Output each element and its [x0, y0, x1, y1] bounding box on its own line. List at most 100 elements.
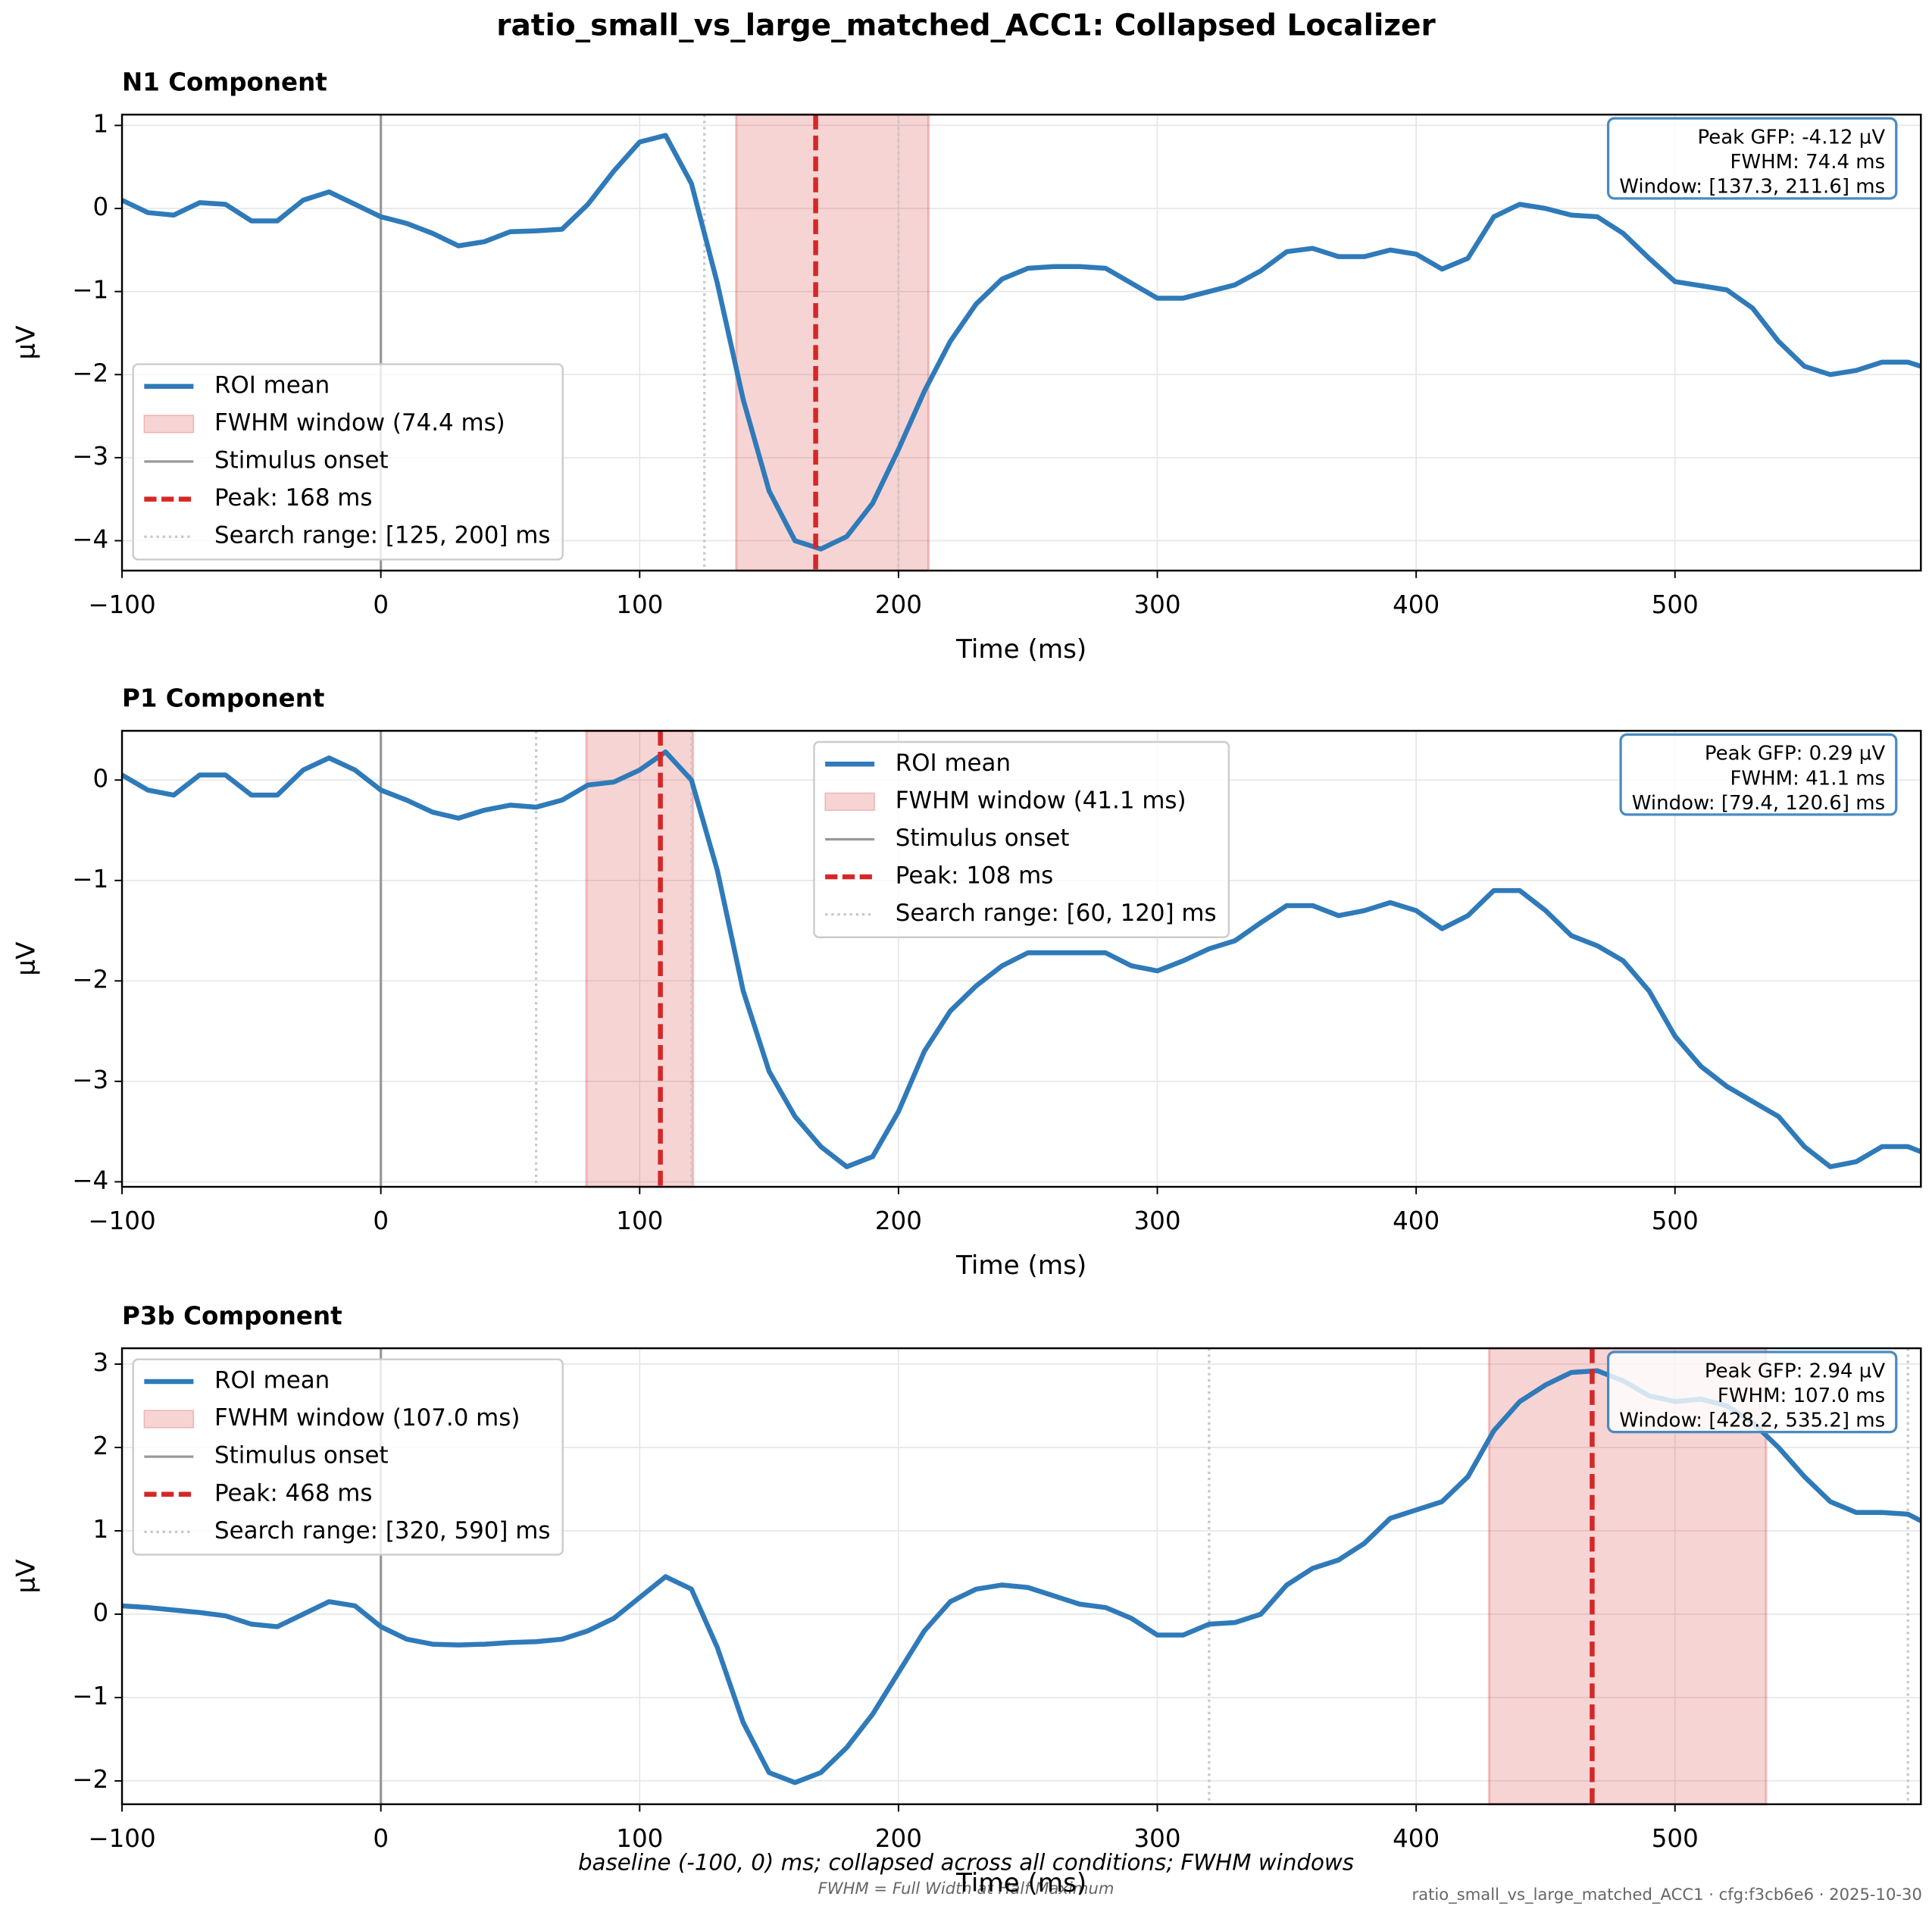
axes-frame: [120, 114, 1922, 572]
annotation-line: Peak GFP: 2.94 µV: [1705, 1360, 1886, 1382]
y-tick-label: 2: [92, 1432, 108, 1460]
y-tick-label: −4: [72, 1166, 108, 1194]
legend-box: [813, 740, 1230, 938]
legend-box: [132, 363, 564, 561]
x-tick-label: 200: [875, 1824, 922, 1853]
x-tick-label: 500: [1652, 1206, 1699, 1235]
x-tick-label: −100: [88, 590, 155, 619]
x-tick-label: 400: [1393, 1206, 1440, 1235]
legend-label: Search range: [320, 590] ms: [214, 1517, 550, 1544]
y-tick-label: 0: [92, 192, 108, 221]
axes-frame: [120, 730, 1922, 1188]
x-tick-label: 200: [875, 1206, 922, 1235]
legend: ROI mean FWHM window (74.4 ms) Stimulus on…: [132, 363, 564, 561]
annotation-line: Window: [79.4, 120.6] ms: [1632, 792, 1885, 815]
y-axis-label: μV: [11, 325, 41, 360]
fwhm-window: [585, 729, 695, 1188]
legend-label: Peak: 468 ms: [214, 1479, 372, 1507]
legend-label: ROI mean: [896, 750, 1011, 777]
legend: ROI mean FWHM window (41.1 ms) Stimulus on…: [813, 740, 1230, 938]
stamp: ratio_small_vs_large_matched_ACC1 · cfg:…: [1411, 1885, 1921, 1904]
annotation-line: Peak GFP: 0.29 µV: [1705, 743, 1886, 765]
annotation: Peak GFP: 2.94 µV FWHM: 107.0 ms Window: […: [1606, 1350, 1898, 1434]
legend-swatch: [143, 415, 195, 433]
y-tick-label: 0: [92, 1598, 108, 1627]
y-tick-label: −2: [72, 965, 108, 994]
y-tick-label: −1: [72, 276, 108, 305]
legend-label: FWHM window (41.1 ms): [896, 787, 1186, 814]
x-tick-label: 400: [1393, 1824, 1440, 1853]
legend-label: FWHM window (74.4 ms): [214, 409, 505, 437]
x-tick-label: 400: [1393, 590, 1440, 619]
legend-label: Stimulus onset: [214, 447, 389, 474]
y-tick-label: −1: [72, 865, 108, 893]
x-axis-label: Time (ms): [955, 1868, 1086, 1898]
x-tick-label: −100: [88, 1206, 155, 1235]
legend-label: Stimulus onset: [896, 825, 1070, 852]
annotation-line: FWHM: 107.0 ms: [1718, 1385, 1885, 1407]
x-tick-label: 100: [616, 1824, 663, 1853]
x-tick-label: −100: [88, 1824, 155, 1853]
panel-title: P1 Component: [122, 684, 324, 713]
y-tick-label: 1: [92, 109, 108, 138]
legend-label: Stimulus onset: [214, 1442, 389, 1469]
panel: N1 Component −100 0 100 200 300 400 500 −4 −3 −2 −1…: [11, 68, 1922, 665]
x-tick-label: 0: [373, 1824, 389, 1853]
legend-label: ROI mean: [214, 371, 330, 399]
y-tick-label: −3: [72, 442, 108, 471]
annotation-line: Window: [137.3, 211.6] ms: [1619, 176, 1885, 199]
series-line: [120, 749, 1922, 1169]
note: FWHM = Full Width at Half Maximum: [818, 1879, 1114, 1898]
x-tick-label: 300: [1133, 590, 1180, 619]
x-tick-label: 500: [1652, 1824, 1699, 1853]
series-line: [120, 133, 1922, 552]
x-tick-label: 0: [373, 1206, 389, 1235]
annotation-line: Window: [428.2, 535.2] ms: [1619, 1410, 1885, 1432]
y-tick-label: −2: [72, 358, 108, 387]
annotation-box: [1606, 117, 1898, 200]
legend-label: Search range: [60, 120] ms: [896, 900, 1217, 927]
y-tick-label: −2: [72, 1765, 108, 1794]
y-axis-label: μV: [11, 941, 41, 976]
x-tick-label: 500: [1652, 590, 1699, 619]
x-tick-label: 300: [1133, 1206, 1180, 1235]
y-tick-label: 1: [92, 1515, 108, 1544]
figure-title: ratio_small_vs_large_matched_ACC1: Colla…: [496, 8, 1436, 42]
y-tick-label: 3: [92, 1348, 108, 1377]
x-axis-label: Time (ms): [955, 1250, 1086, 1281]
legend-label: Peak: 108 ms: [896, 862, 1053, 890]
legend-label: Search range: [125, 200] ms: [214, 522, 550, 549]
y-tick-label: −4: [72, 524, 108, 553]
x-axis-label: Time (ms): [955, 634, 1086, 665]
annotation-box: [1619, 733, 1898, 816]
y-axis-label: μV: [11, 1559, 41, 1594]
y-tick-label: 0: [92, 764, 108, 793]
legend-box: [132, 1358, 564, 1556]
legend-swatch: [143, 1410, 195, 1429]
panel: P1 Component −100 0 100 200 300 400 500 −4 −3 −2 −1…: [11, 684, 1922, 1281]
legend-label: ROI mean: [214, 1366, 330, 1394]
legend-swatch: [824, 792, 875, 812]
annotation-line: FWHM: 41.1 ms: [1730, 767, 1885, 790]
x-tick-label: 200: [875, 590, 922, 619]
axes-frame: [120, 1347, 1922, 1805]
y-tick-label: −3: [72, 1066, 108, 1094]
x-tick-label: 100: [616, 590, 663, 619]
annotation-line: Peak GFP: -4.12 µV: [1697, 127, 1885, 149]
annotation-line: FWHM: 74.4 ms: [1730, 151, 1885, 174]
y-tick-label: −1: [72, 1682, 108, 1710]
legend-label: Peak: 168 ms: [214, 484, 372, 512]
caption: baseline (-100, 0) ms; collapsed across …: [578, 1849, 1354, 1875]
x-tick-label: 0: [373, 590, 389, 619]
x-tick-label: 300: [1133, 1824, 1180, 1853]
legend-label: FWHM window (107.0 ms): [214, 1404, 520, 1432]
panel-title: P3b Component: [122, 1301, 342, 1330]
panel-title: N1 Component: [122, 68, 327, 97]
x-tick-label: 100: [616, 1206, 663, 1235]
legend: ROI mean FWHM window (107.0 ms) Stimulus o…: [132, 1358, 564, 1556]
panel: P3b Component −100 0 100 200 300 400 500 −2 −1 0 1 2…: [11, 1301, 1922, 1898]
